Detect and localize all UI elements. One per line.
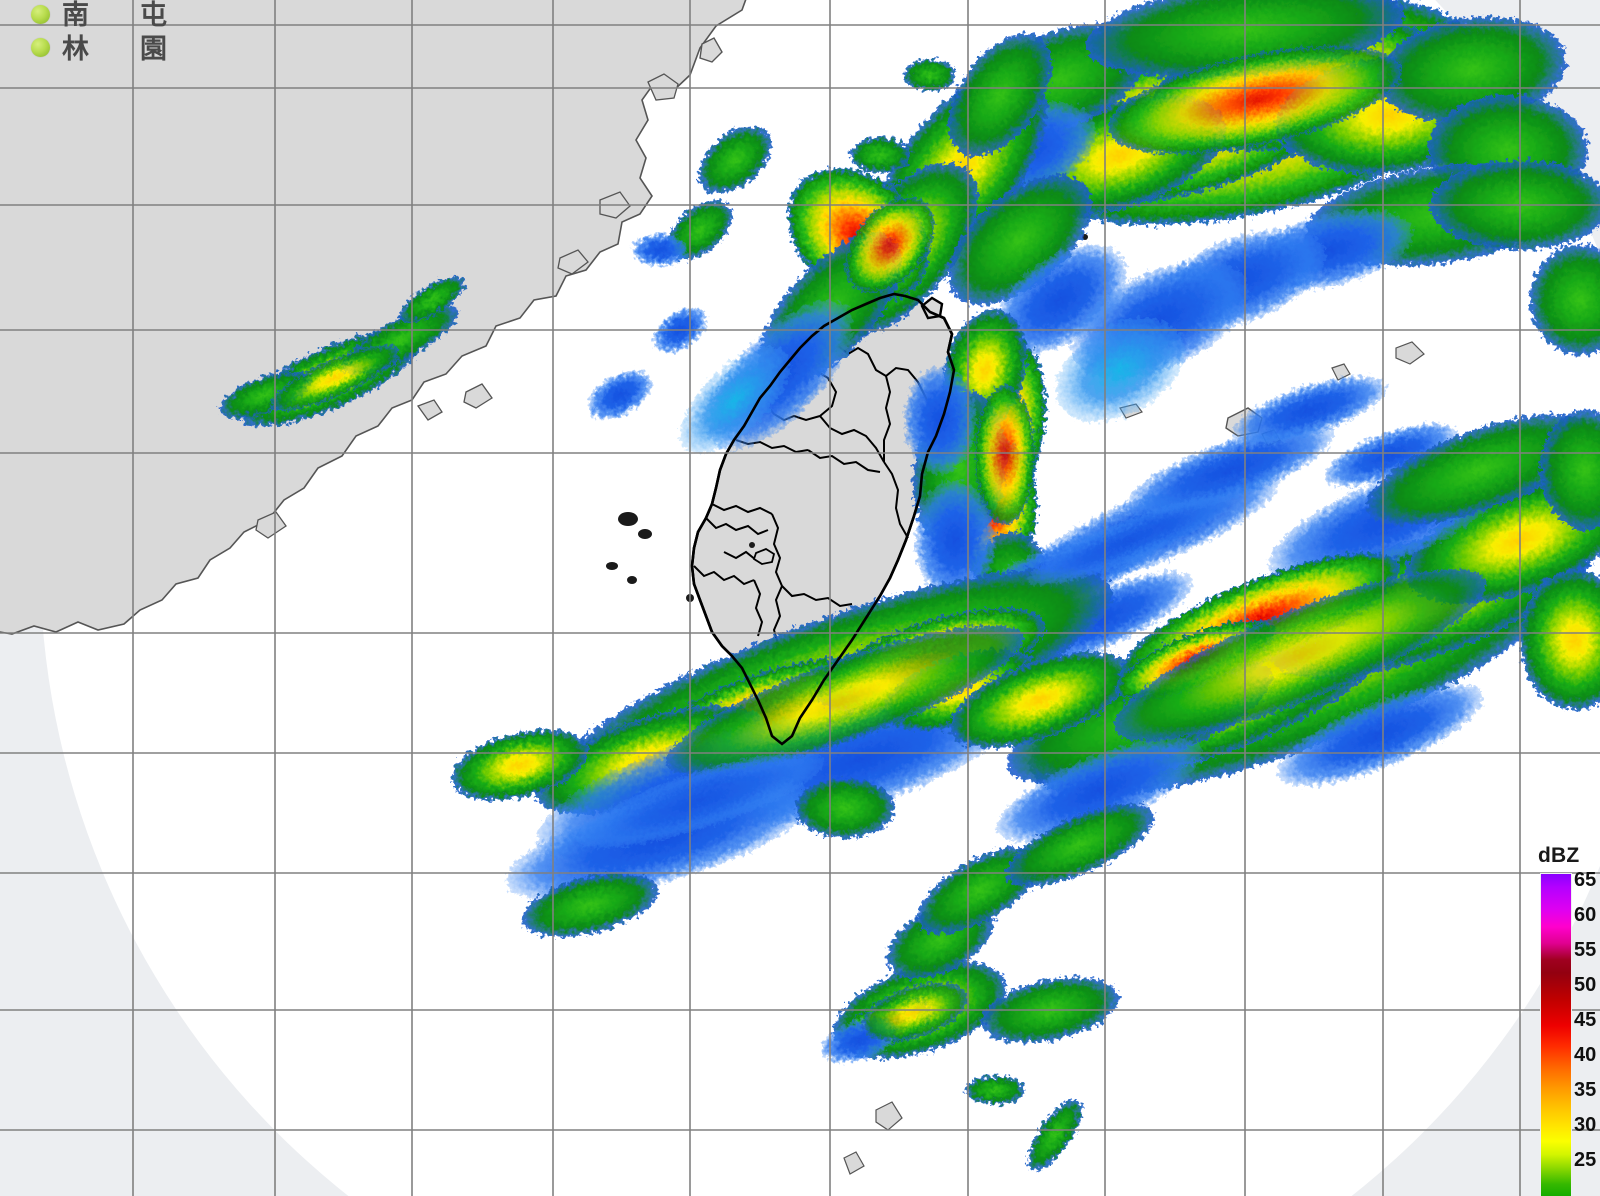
taiwan-north-cape <box>920 296 944 320</box>
colorbar-tick-50: 50 <box>1574 974 1597 996</box>
coastline-islands-c <box>557 249 589 275</box>
coastline-islands-f <box>255 511 287 539</box>
sun-moon-lake <box>752 547 776 565</box>
echo-group-speckle <box>270 46 1487 1042</box>
colorbar-tick-60: 60 <box>1574 904 1597 926</box>
colorbar-tick-30: 30 <box>1574 1114 1597 1136</box>
station-marker-dot[interactable] <box>31 5 50 24</box>
small-islet-d <box>1331 363 1351 381</box>
station-label-group: 南 林 屯 園 <box>0 0 230 95</box>
colorbar-tick-40: 40 <box>1574 1044 1597 1066</box>
colorbar-tick-55: 55 <box>1574 939 1597 961</box>
colorbar-tick-45: 45 <box>1574 1009 1597 1031</box>
echo-right-edge <box>1520 245 1600 710</box>
taiwan-outline-stroke <box>690 292 956 746</box>
station-label-yuan: 園 <box>140 34 167 65</box>
colorbar-ticks: 65 60 55 50 45 40 35 30 25 <box>1574 869 1600 1196</box>
dbz-colorbar-legend: dBZ 65 60 55 50 45 40 35 30 25 <box>1516 840 1600 1196</box>
colorbar-title: dBZ <box>1538 844 1580 867</box>
colorbar-gradient <box>1540 873 1572 1196</box>
small-islet-c <box>1395 341 1425 365</box>
colorbar-tick-25: 25 <box>1574 1149 1597 1171</box>
small-islet-f <box>843 1151 865 1175</box>
coastline-detail-north <box>699 37 723 63</box>
station-marker-dot[interactable] <box>31 38 50 57</box>
coastline-islands-d <box>463 383 493 409</box>
mainland-landmass <box>0 0 747 635</box>
echo-scattered-northwest <box>588 59 956 420</box>
station-label-lin: 林 <box>62 34 89 65</box>
small-islet-e <box>875 1101 903 1131</box>
coastline-islands-a <box>647 73 679 101</box>
colorbar-tick-65: 65 <box>1574 869 1597 891</box>
echo-northeast-green-band <box>1055 160 1600 422</box>
coastline-islands-e <box>416 399 443 421</box>
colorbar-tick-35: 35 <box>1574 1079 1597 1101</box>
station-label-tun: 屯 <box>140 0 167 31</box>
station-label-nan: 南 <box>62 0 89 31</box>
